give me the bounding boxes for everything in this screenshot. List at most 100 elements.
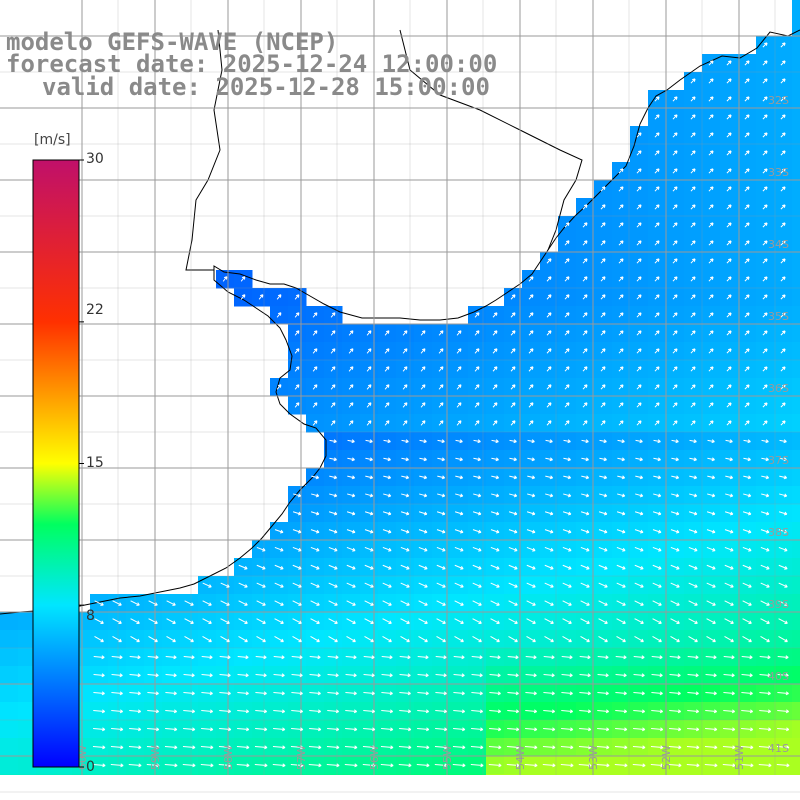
speed-cell <box>792 0 800 19</box>
wind-arrow <box>762 204 768 210</box>
wind-arrow <box>129 727 142 732</box>
wind-arrow <box>726 366 732 372</box>
wind-arrow <box>383 493 392 498</box>
wind-arrow <box>417 655 429 660</box>
wind-arrow <box>562 546 572 552</box>
wind-arrow <box>454 564 464 570</box>
speed-cell <box>792 270 800 289</box>
wind-arrow <box>635 475 644 480</box>
wind-arrow <box>544 600 554 606</box>
wind-arrow <box>219 727 232 732</box>
wind-arrow <box>474 366 480 372</box>
wind-arrow <box>580 511 590 516</box>
wind-arrow <box>366 402 372 408</box>
wind-arrow <box>528 312 534 318</box>
wind-arrow <box>690 240 696 246</box>
wind-arrow <box>453 709 466 714</box>
wind-arrow <box>94 635 104 643</box>
wind-arrow <box>582 402 588 408</box>
wind-arrow <box>93 709 106 714</box>
wind-arrow <box>527 457 535 462</box>
wind-arrow <box>653 457 661 462</box>
wind-arrow <box>759 727 772 732</box>
wind-arrow <box>365 475 374 480</box>
wind-arrow <box>508 635 518 643</box>
speed-cell <box>792 162 800 181</box>
wind-arrow <box>490 564 500 570</box>
speed-cell <box>18 684 37 703</box>
model-title: modelo GEFS-WAVE (NCEP) <box>6 28 339 56</box>
wind-arrow <box>780 222 786 228</box>
wind-arrow <box>723 673 735 678</box>
speed-cell <box>792 252 800 271</box>
wind-arrow <box>508 582 518 588</box>
wind-arrow <box>384 384 390 390</box>
wind-arrow <box>364 564 374 570</box>
wind-arrow <box>615 691 627 696</box>
wind-arrow <box>452 745 466 750</box>
speed-cell <box>792 216 800 235</box>
wind-arrow <box>381 673 393 678</box>
wind-arrow <box>744 78 750 84</box>
wind-arrow <box>492 384 498 390</box>
wind-arrow <box>600 222 606 228</box>
wind-arrow <box>690 420 696 426</box>
wind-arrow <box>599 475 608 480</box>
wind-arrow <box>726 420 732 426</box>
wind-arrow <box>564 240 570 246</box>
wind-arrow <box>596 745 610 750</box>
wind-arrow <box>760 511 770 516</box>
wind-arrow <box>399 727 412 732</box>
wind-arrow <box>346 635 356 643</box>
wind-arrow <box>435 709 448 714</box>
wind-arrow <box>690 204 696 210</box>
wind-arrow <box>562 618 572 625</box>
wind-arrow <box>546 312 552 318</box>
wind-arrow <box>294 366 300 372</box>
wind-arrow <box>274 546 284 552</box>
wind-arrow <box>687 691 699 696</box>
longitude-label: 56W <box>368 745 381 770</box>
wind-arrow <box>705 691 717 696</box>
wind-arrow <box>636 330 642 336</box>
wind-arrow <box>741 727 754 732</box>
wind-arrow <box>166 618 176 625</box>
wind-arrow <box>183 691 195 696</box>
speed-cell <box>792 594 800 613</box>
wind-arrow <box>330 312 336 318</box>
wind-arrow <box>741 655 753 660</box>
wind-arrow <box>614 763 628 768</box>
wind-arrow <box>384 402 390 408</box>
wind-arrow <box>326 745 340 750</box>
wind-arrow <box>634 618 644 625</box>
wind-arrow <box>780 276 786 282</box>
wind-arrow <box>671 439 679 444</box>
wind-arrow <box>780 60 786 66</box>
wind-arrow <box>508 546 518 552</box>
wind-arrow <box>582 204 588 210</box>
latitude-label: 36S <box>768 382 789 395</box>
wind-arrow <box>726 348 732 354</box>
speed-cell <box>0 756 19 775</box>
wind-arrow <box>381 709 394 714</box>
wind-arrow <box>491 457 499 462</box>
wind-arrow <box>488 745 502 750</box>
wind-arrow <box>200 763 214 768</box>
wind-arrow <box>580 546 590 552</box>
wind-arrow <box>742 635 752 643</box>
wind-arrow <box>507 709 520 714</box>
wind-arrow <box>345 709 358 714</box>
wind-arrow <box>598 635 608 643</box>
wind-arrow <box>383 439 391 444</box>
wind-arrow <box>618 240 624 246</box>
wind-arrow <box>546 276 552 282</box>
wind-arrow <box>618 186 624 192</box>
wind-arrow <box>292 564 302 570</box>
wind-arrow <box>525 691 537 696</box>
wind-arrow <box>419 475 428 480</box>
wind-arrow <box>652 582 662 588</box>
wind-arrow <box>471 691 483 696</box>
wind-arrow <box>510 330 516 336</box>
wind-arrow <box>384 330 390 336</box>
